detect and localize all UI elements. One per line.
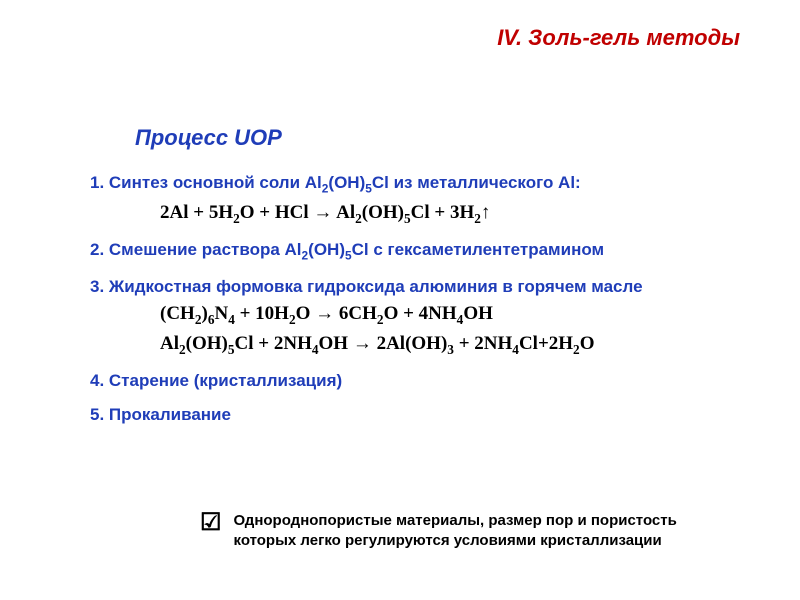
eq1-p1: 2Al + 5H [160,202,233,223]
eq3-p6: Cl+2H [519,333,573,354]
eq3-p7: O [580,333,595,354]
equation-1: 2Al + 5H2O + HCl → Al2(OH)5Cl + 3H2↑ [160,201,740,227]
footnote-text: Однороднопористые материалы, размер пор … [234,511,740,550]
sub-5: 5 [345,248,352,262]
content-block: 1. Синтез основной соли Al2(OH)5Cl из ме… [90,160,740,426]
eq2-p1: (CH [160,303,195,324]
eq3-p4: OH → 2Al(OH) [319,333,448,354]
sub-4: 4 [312,342,319,357]
step-4: 4. Старение (кристаллизация) [90,370,740,392]
eq3-p2: (OH) [186,333,228,354]
sub-2: 2 [289,312,296,327]
sub-4: 4 [512,342,519,357]
checkbox-icon: ☑ [200,511,222,535]
sub-2: 2 [179,342,186,357]
step-1-text-c: Cl из металлического Al: [372,173,581,192]
eq3-p3: Cl + 2NH [235,333,312,354]
sub-5: 5 [228,342,235,357]
sub-5: 5 [404,211,411,226]
sub-5: 5 [365,181,372,195]
eq1-p4: Cl + 3H [411,202,475,223]
eq2-p7: OH [463,303,493,324]
eq2-p4: + 10H [235,303,289,324]
equation-2: (CH2)6N4 + 10H2O → 6CH2O + 4NH4OH [160,302,740,328]
sub-2: 2 [233,211,240,226]
equation-3: Al2(OH)5Cl + 2NH4OH → 2Al(OH)3 + 2NH4Cl+… [160,332,740,358]
eq1-p5: ↑ [481,202,491,223]
eq2-p6: O + 4NH [384,303,457,324]
step-1-text-a: 1. Синтез основной соли Al [90,173,322,192]
step-2-text-b: (OH) [308,240,345,259]
eq3-p1: Al [160,333,179,354]
step-1: 1. Синтез основной соли Al2(OH)5Cl из ме… [90,172,740,197]
sub-2: 2 [474,211,481,226]
sub-2: 2 [377,312,384,327]
sub-2: 2 [573,342,580,357]
section-title: Процесс UOP [135,125,282,151]
step-2-text-a: 2. Смешение раствора Al [90,240,302,259]
step-5: 5. Прокаливание [90,404,740,426]
slide-header: IV. Золь-гель методы [497,25,740,51]
footnote: ☑ Однороднопористые материалы, размер по… [200,511,740,550]
sub-3: 3 [447,342,454,357]
sub-4: 4 [228,312,235,327]
step-2-text-c: Cl с гексаметилентетрамином [352,240,604,259]
step-2: 2. Смешение раствора Al2(OH)5Cl с гексам… [90,239,740,264]
eq1-p3: (OH) [362,202,404,223]
sub-2: 2 [355,211,362,226]
eq2-p5: O → 6CH [296,303,377,324]
step-1-text-b: (OH) [328,173,365,192]
eq3-p5: + 2NH [454,333,512,354]
eq2-p3: N [214,303,228,324]
step-3: 3. Жидкостная формовка гидроксида алюмин… [90,276,740,298]
eq1-p2: O + HCl → Al [240,202,355,223]
